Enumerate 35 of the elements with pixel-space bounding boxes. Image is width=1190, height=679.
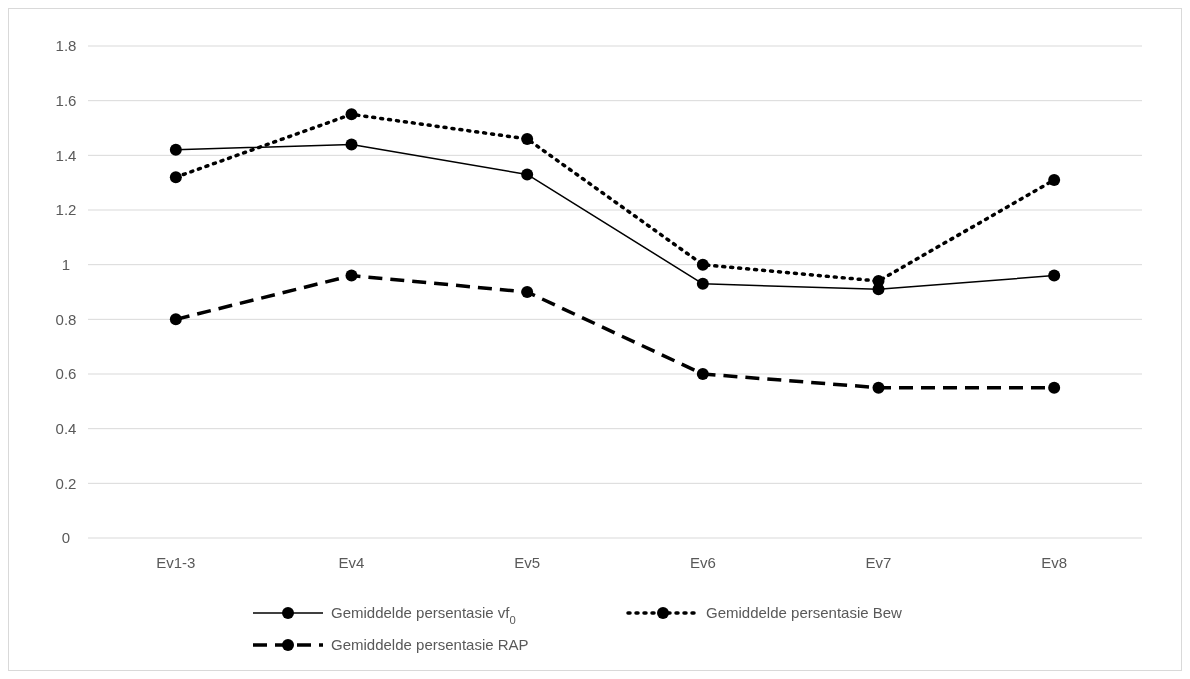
y-tick-label: 1.6 bbox=[55, 91, 77, 109]
y-tick-label: 0.2 bbox=[55, 474, 77, 492]
x-tick-label: Ev1-3 bbox=[156, 554, 196, 571]
point bbox=[696, 258, 709, 271]
point bbox=[1048, 381, 1061, 394]
point bbox=[345, 108, 358, 121]
y-tick-label: 0.4 bbox=[55, 419, 77, 437]
point bbox=[169, 143, 182, 156]
legend-label: Gemiddelde persentasie Bew bbox=[706, 604, 903, 622]
point bbox=[1048, 269, 1061, 282]
y-tick-label: 0.8 bbox=[55, 310, 77, 328]
x-tick-label: Ev8 bbox=[1041, 554, 1068, 571]
y-tick-label: 1.8 bbox=[55, 37, 77, 55]
point bbox=[521, 132, 534, 145]
point bbox=[1048, 173, 1061, 186]
x-tick-label: Ev4 bbox=[338, 554, 365, 571]
x-tick-label: Ev7 bbox=[865, 554, 892, 571]
x-tick-label: Ev6 bbox=[689, 554, 716, 571]
point bbox=[169, 171, 182, 184]
legend-label: Gemiddelde persentasie vf$_{0}$ bbox=[331, 604, 516, 627]
point bbox=[696, 277, 709, 290]
point bbox=[345, 269, 358, 282]
y-tick-label: 0.6 bbox=[55, 365, 77, 383]
point bbox=[169, 313, 182, 326]
y-tick-label: 0 bbox=[61, 529, 71, 547]
point bbox=[345, 138, 358, 151]
y-tick-label: 1 bbox=[61, 255, 71, 273]
point bbox=[521, 168, 534, 181]
y-tick-label: 1.2 bbox=[55, 201, 77, 219]
y-tick-label: 1.4 bbox=[55, 146, 77, 164]
point bbox=[872, 381, 885, 394]
point bbox=[696, 368, 709, 380]
x-tick-label: Ev5 bbox=[514, 554, 541, 571]
legend-label: Gemiddelde persentasie RAP bbox=[331, 636, 529, 654]
point bbox=[521, 286, 534, 298]
